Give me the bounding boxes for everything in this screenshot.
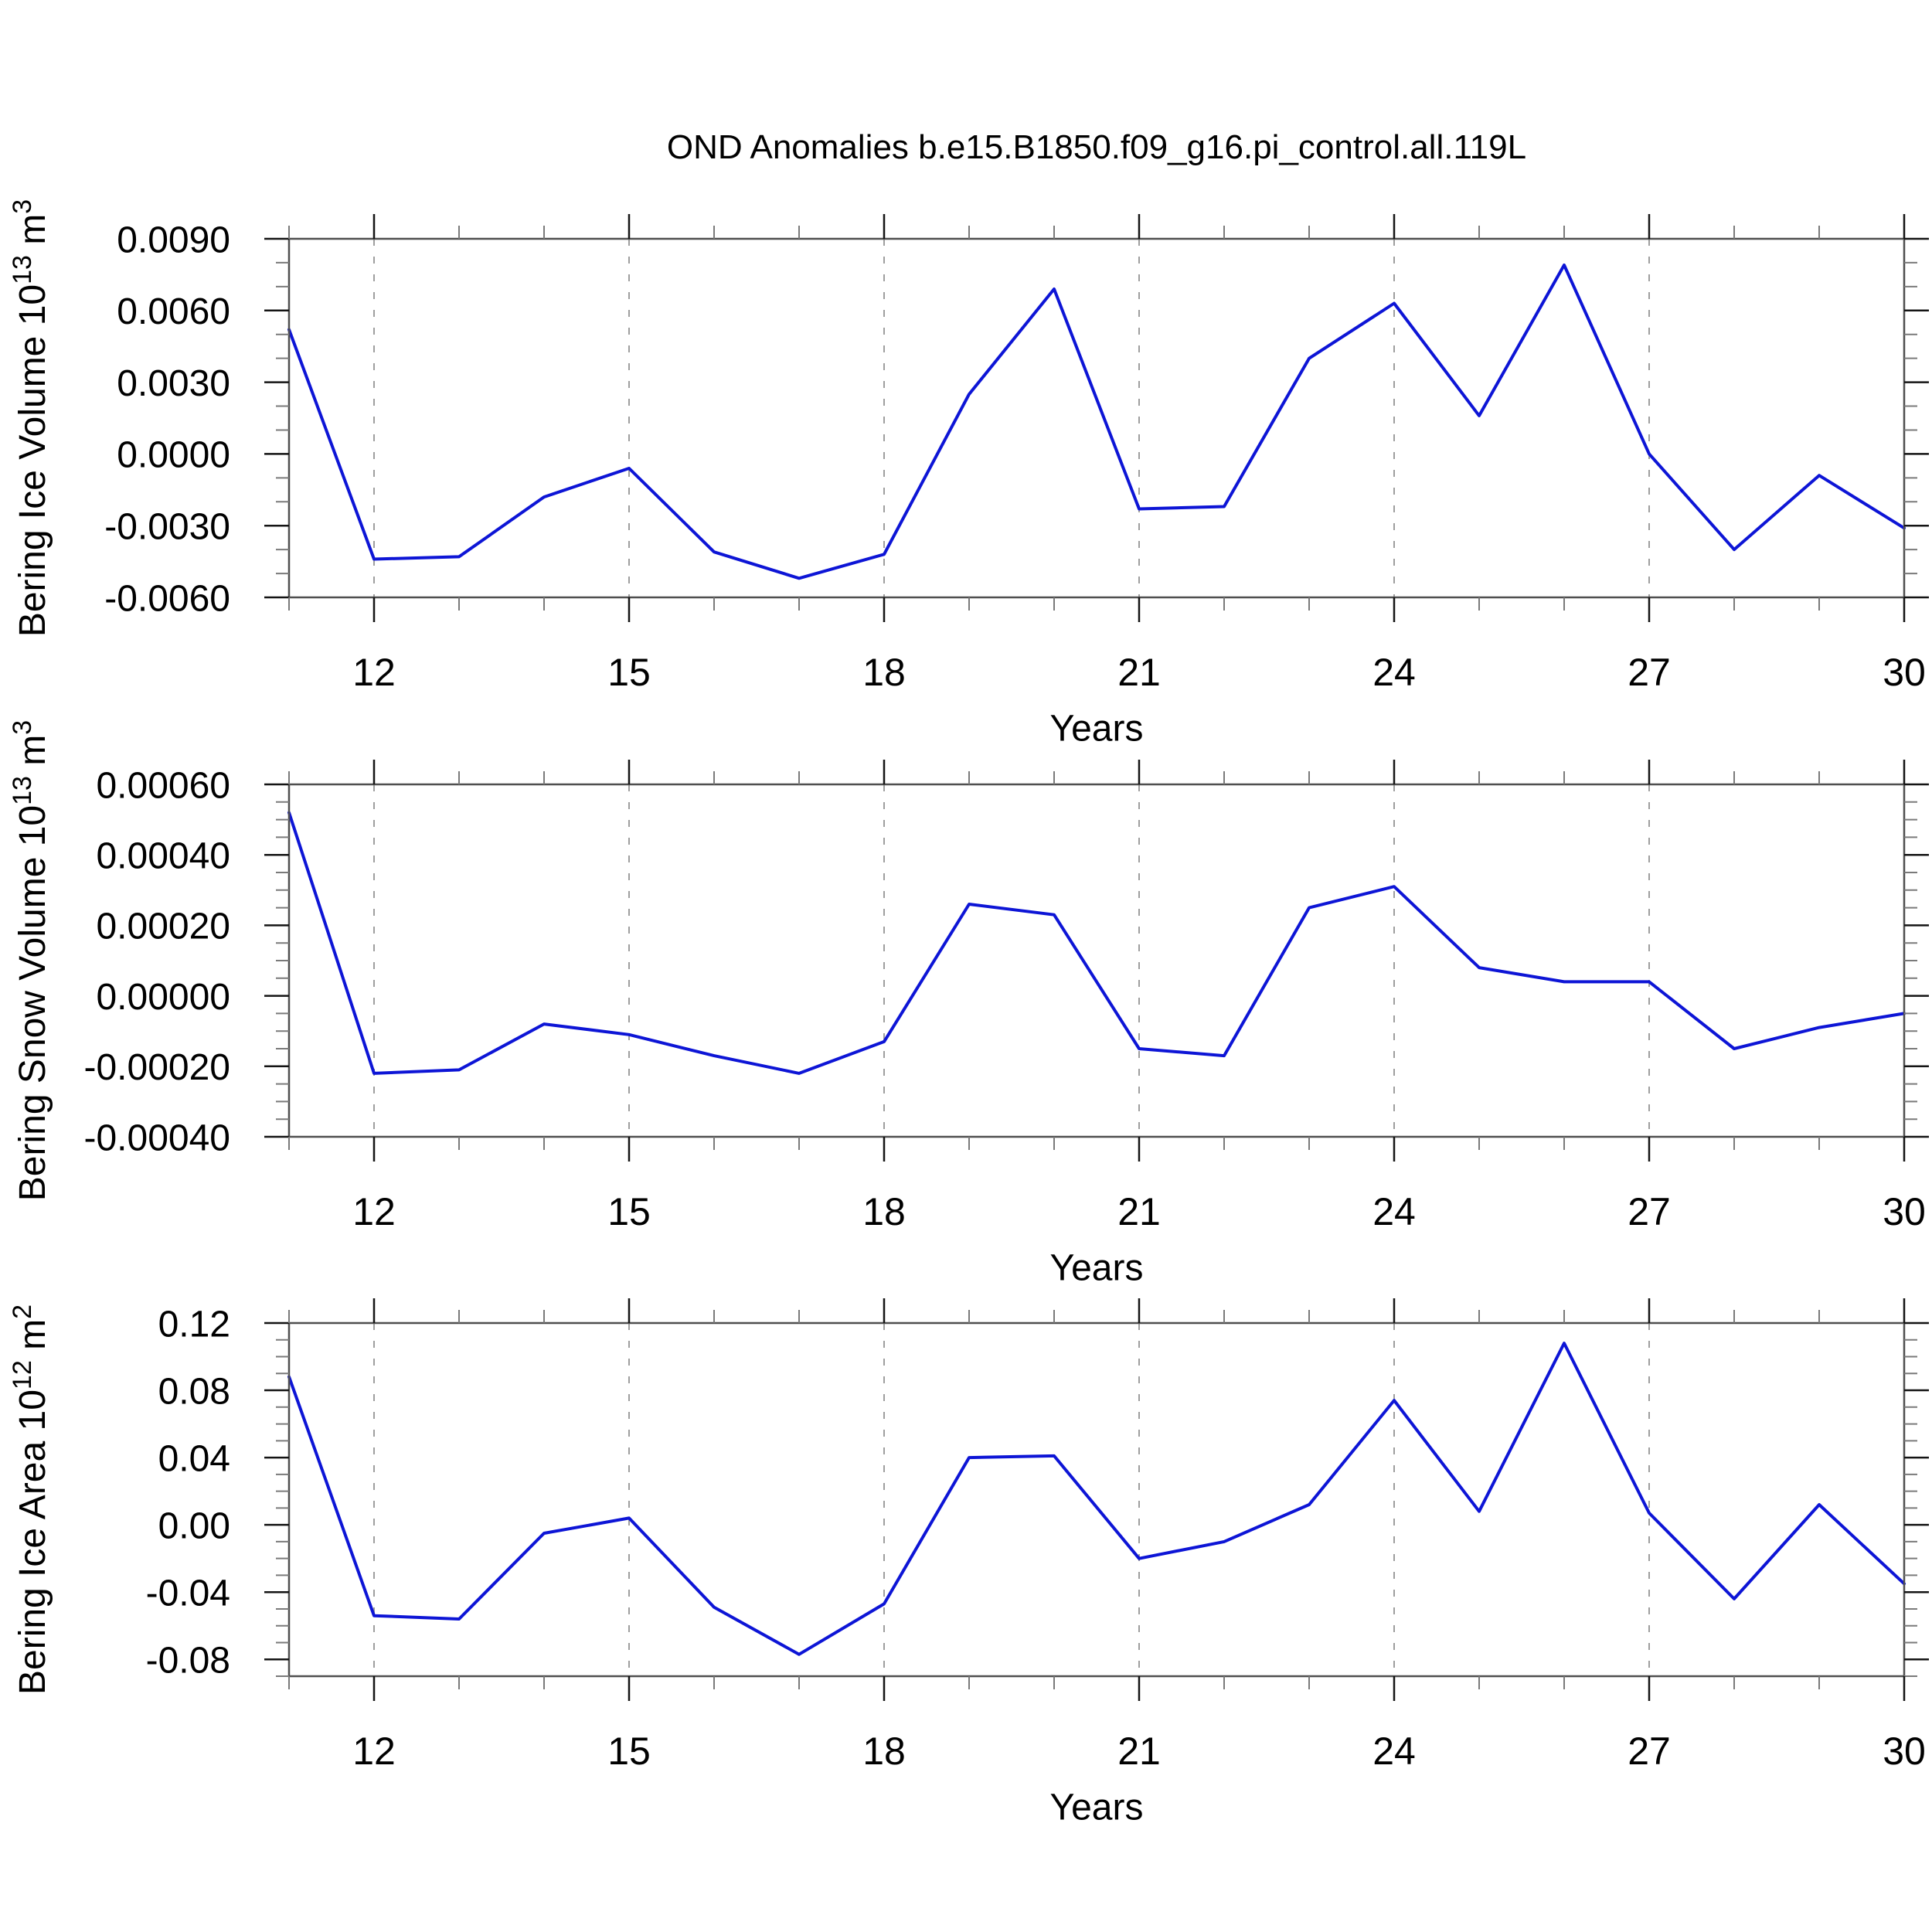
plot-frame <box>287 783 1906 1138</box>
y-tick-label: 0.0000 <box>117 435 230 476</box>
plot-frame <box>287 1321 1906 1678</box>
x-tick-label: 27 <box>1628 651 1671 694</box>
x-axis-label: Years <box>1050 708 1144 749</box>
y-tick-label: 0.00040 <box>96 835 230 876</box>
x-tick-label: 18 <box>862 651 906 694</box>
y-axis-label: Bering Ice Area 1012 m2 <box>8 1304 53 1695</box>
y-tick-label: 0.00020 <box>96 906 230 947</box>
data-line <box>287 1342 1906 1656</box>
x-tick-label: 12 <box>352 651 396 694</box>
x-tick-label: 12 <box>352 1190 396 1233</box>
y-tick-label: 0.00060 <box>96 765 230 806</box>
data-line <box>287 264 1906 580</box>
x-tick-label: 21 <box>1117 1190 1161 1233</box>
x-tick-label: 27 <box>1628 1190 1671 1233</box>
x-tick-label: 21 <box>1117 1730 1161 1773</box>
y-tick-label: -0.0060 <box>104 578 230 619</box>
x-tick-label: 12 <box>352 1730 396 1773</box>
x-tick-label: 18 <box>862 1730 906 1773</box>
data-line <box>287 811 1906 1075</box>
x-axis-label: Years <box>1050 1787 1144 1828</box>
y-tick-label: 0.04 <box>158 1438 230 1479</box>
chart-title: OND Anomalies b.e15.B1850.f09_g16.pi_con… <box>667 128 1526 166</box>
x-tick-label: 24 <box>1372 651 1416 694</box>
x-tick-label: 30 <box>1883 1190 1926 1233</box>
y-tick-label: -0.00040 <box>84 1117 231 1158</box>
y-tick-label: 0.00000 <box>96 977 230 1018</box>
x-tick-label: 15 <box>607 1190 651 1233</box>
panel-3: 0.12 0.08 0.04 0.00 -0.04 -0.08 12 15 18 21 24 27 30… <box>8 1298 1929 1828</box>
y-tick-label: 0.0030 <box>117 363 230 404</box>
y-tick-label: -0.00020 <box>84 1047 231 1088</box>
y-tick-label: -0.08 <box>146 1641 230 1682</box>
y-tick-label: 0.12 <box>158 1304 230 1345</box>
y-tick-label: -0.04 <box>146 1573 230 1614</box>
y-tick-label: 0.00 <box>158 1505 230 1546</box>
panel-2: 0.00060 0.00040 0.00020 0.00000 -0.00020 -0.0… <box>8 720 1929 1288</box>
x-tick-label: 24 <box>1372 1730 1416 1773</box>
x-tick-label: 15 <box>607 651 651 694</box>
y-tick-label: 0.08 <box>158 1371 230 1412</box>
y-tick-label: 0.0060 <box>117 291 230 332</box>
x-tick-label: 27 <box>1628 1730 1671 1773</box>
x-tick-label: 18 <box>862 1190 906 1233</box>
y-tick-label: -0.0030 <box>104 506 230 547</box>
panel-1: 0.0090 0.0060 0.0030 0.0000 -0.0030 -0.0060 12… <box>8 199 1929 749</box>
y-tick-label: 0.0090 <box>117 219 230 260</box>
x-tick-label: 30 <box>1883 651 1926 694</box>
x-tick-label: 15 <box>607 1730 651 1773</box>
x-tick-label: 21 <box>1117 651 1161 694</box>
x-tick-label: 30 <box>1883 1730 1926 1773</box>
plot-frame <box>287 237 1906 599</box>
y-axis-label: Bering Snow Volume 1013 m3 <box>8 720 53 1201</box>
y-axis-label: Bering Ice Volume 1013 m3 <box>8 199 53 637</box>
x-axis-label: Years <box>1050 1247 1144 1288</box>
x-tick-label: 24 <box>1372 1190 1416 1233</box>
